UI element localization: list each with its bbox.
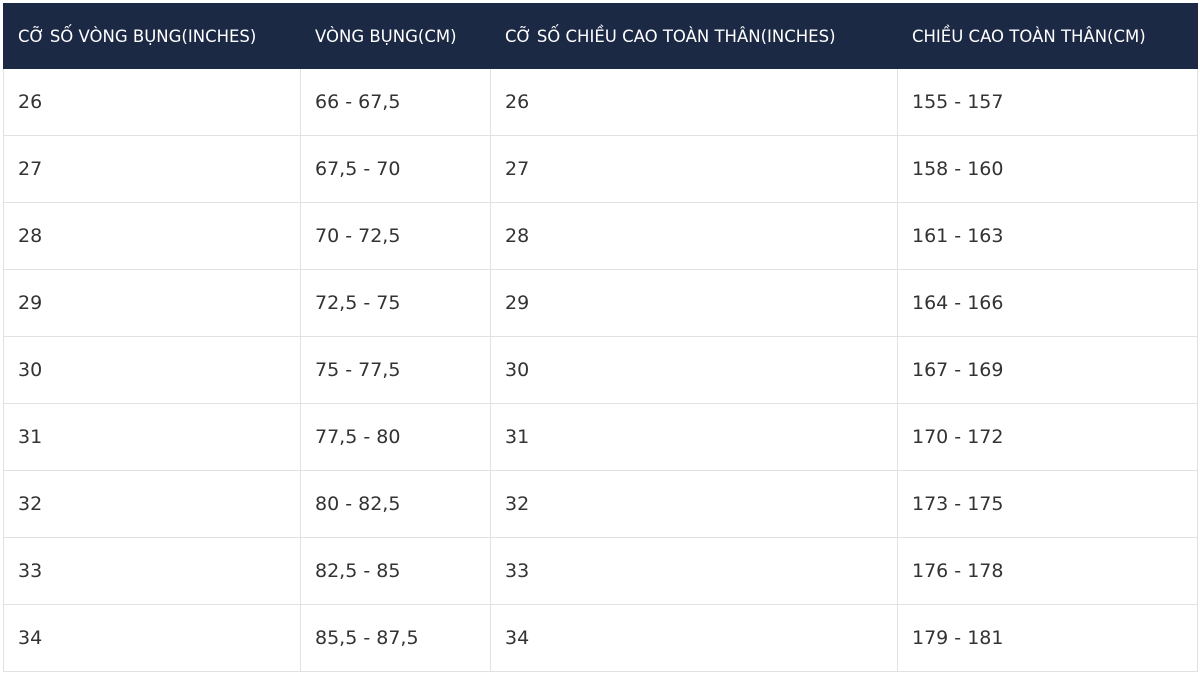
table-cell: 170 - 172 — [897, 403, 1198, 471]
table-cell: 167 - 169 — [897, 336, 1198, 404]
table-cell: 176 - 178 — [897, 537, 1198, 605]
table-cell: 33 — [490, 537, 898, 605]
table-cell: 179 - 181 — [897, 604, 1198, 672]
header-cell: CỠ SỐ CHIỀU CAO TOÀN THÂN(INCHES) — [490, 3, 898, 69]
header-cell: VÒNG BỤNG(CM) — [300, 3, 491, 69]
header-row: CỠ SỐ VÒNG BỤNG(INCHES) VÒNG BỤNG(CM) CỠ S… — [3, 3, 1198, 69]
table-cell: 29 — [490, 269, 898, 337]
table-row: 27 67,5 - 70 27 158 - 160 — [3, 135, 1198, 203]
table-cell: 161 - 163 — [897, 202, 1198, 270]
table-cell: 34 — [3, 604, 301, 672]
table-row: 28 70 - 72,5 28 161 - 163 — [3, 202, 1198, 270]
table-cell: 70 - 72,5 — [300, 202, 491, 270]
table-cell: 155 - 157 — [897, 68, 1198, 136]
table-cell: 67,5 - 70 — [300, 135, 491, 203]
table-cell: 26 — [490, 68, 898, 136]
table-cell: 164 - 166 — [897, 269, 1198, 337]
table-cell: 173 - 175 — [897, 470, 1198, 538]
table-cell: 158 - 160 — [897, 135, 1198, 203]
table-row: 30 75 - 77,5 30 167 - 169 — [3, 336, 1198, 404]
table-cell: 32 — [3, 470, 301, 538]
table-cell: 75 - 77,5 — [300, 336, 491, 404]
table-row: 34 85,5 - 87,5 34 179 - 181 — [3, 604, 1198, 672]
table-cell: 72,5 - 75 — [300, 269, 491, 337]
table-cell: 28 — [3, 202, 301, 270]
table-cell: 85,5 - 87,5 — [300, 604, 491, 672]
table-cell: 31 — [3, 403, 301, 471]
table-cell: 30 — [3, 336, 301, 404]
header-cell: CHIỀU CAO TOÀN THÂN(CM) — [897, 3, 1198, 69]
size-table: CỠ SỐ VÒNG BỤNG(INCHES) VÒNG BỤNG(CM) CỠ S… — [3, 3, 1198, 672]
table-cell: 82,5 - 85 — [300, 537, 491, 605]
table-row: 33 82,5 - 85 33 176 - 178 — [3, 537, 1198, 605]
table-cell: 34 — [490, 604, 898, 672]
table-row: 29 72,5 - 75 29 164 - 166 — [3, 269, 1198, 337]
table-cell: 26 — [3, 68, 301, 136]
table-cell: 32 — [490, 470, 898, 538]
table-cell: 29 — [3, 269, 301, 337]
table-cell: 28 — [490, 202, 898, 270]
table-row: 31 77,5 - 80 31 170 - 172 — [3, 403, 1198, 471]
table-cell: 30 — [490, 336, 898, 404]
table-cell: 27 — [490, 135, 898, 203]
table-row: 26 66 - 67,5 26 155 - 157 — [3, 68, 1198, 136]
table-row: 32 80 - 82,5 32 173 - 175 — [3, 470, 1198, 538]
table-cell: 33 — [3, 537, 301, 605]
table-cell: 77,5 - 80 — [300, 403, 491, 471]
table-body: 26 66 - 67,5 26 155 - 157 27 67,5 - 70 27 158 -… — [3, 68, 1198, 672]
header-cell: CỠ SỐ VÒNG BỤNG(INCHES) — [3, 3, 301, 69]
table-cell: 66 - 67,5 — [300, 68, 491, 136]
table-cell: 31 — [490, 403, 898, 471]
table-cell: 27 — [3, 135, 301, 203]
table-cell: 80 - 82,5 — [300, 470, 491, 538]
